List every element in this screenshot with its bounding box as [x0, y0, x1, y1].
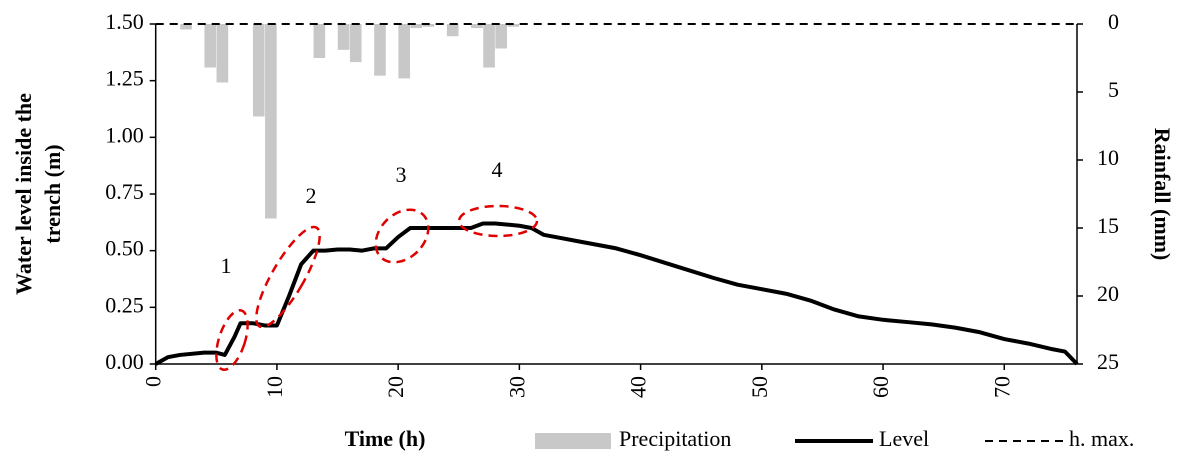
y2-axis-title: Rainfall (mm): [1150, 128, 1175, 261]
rain-bar: [483, 24, 495, 68]
x-tick-label: 50: [747, 376, 772, 398]
rain-bar: [313, 24, 326, 58]
x-tick-label: 60: [868, 376, 893, 398]
annotation: 2: [306, 183, 317, 208]
annotation: 3: [396, 162, 407, 187]
y-tick-label: 0.25: [105, 292, 144, 317]
y-tick-label: 0.75: [105, 179, 144, 204]
x-tick-label: 0: [141, 376, 166, 387]
y2-tick-label: 20: [1097, 281, 1119, 306]
annotation: 4: [492, 157, 503, 182]
rain-bar: [180, 24, 192, 30]
rain-bar: [495, 24, 508, 49]
y-axis-title: Water level inside the: [11, 93, 36, 295]
y2-tick-label: 10: [1097, 145, 1119, 170]
highlight-ellipse: [255, 225, 321, 329]
y2-tick-label: 15: [1097, 213, 1119, 238]
legend-label: Level: [879, 426, 929, 451]
rain-bar: [410, 24, 423, 29]
x-tick-label: 70: [989, 376, 1014, 398]
annotations: 1 2 3 4: [215, 157, 539, 372]
y-tick-label: 1.25: [105, 66, 144, 91]
rain-bar: [374, 24, 386, 76]
rain-bar: [398, 24, 411, 79]
annotation: 1: [221, 253, 232, 278]
y2-tick-label: 0: [1108, 9, 1119, 34]
rain-bar: [204, 24, 217, 68]
x-tick-label: 30: [504, 376, 529, 398]
y-axis-title: trench (m): [40, 144, 65, 243]
legend-label: Precipitation: [619, 426, 731, 451]
highlight-ellipse: [215, 308, 249, 372]
y-tick-label: 1.50: [105, 9, 144, 34]
x-tick-label: 10: [262, 376, 287, 398]
highlight-ellipse: [457, 204, 539, 238]
rain-bar: [252, 24, 265, 117]
rain-bar: [349, 24, 362, 63]
rain-bar: [471, 24, 483, 29]
y-tick-label: 1.00: [105, 122, 144, 147]
rain-bar: [507, 24, 520, 27]
rain-bar: [265, 24, 277, 219]
rain-bar: [446, 24, 459, 37]
rain-bar: [337, 24, 350, 50]
x-tick-label: 40: [626, 376, 651, 398]
y2-tick-label: 5: [1108, 77, 1119, 102]
x-axis-title: Time (h): [345, 426, 426, 451]
y2-tick-label: 25: [1097, 349, 1119, 374]
legend-label: h. max.: [1069, 426, 1134, 451]
rain-bar: [216, 24, 229, 83]
x-tick-label: 20: [383, 376, 408, 398]
y-tick-label: 0.50: [105, 236, 144, 261]
y-tick-label: 0.00: [105, 349, 144, 374]
rain-bar: [422, 24, 435, 27]
level-line: [154, 221, 1079, 366]
highlight-ellipse: [374, 208, 430, 264]
legend-swatch: [535, 433, 611, 449]
